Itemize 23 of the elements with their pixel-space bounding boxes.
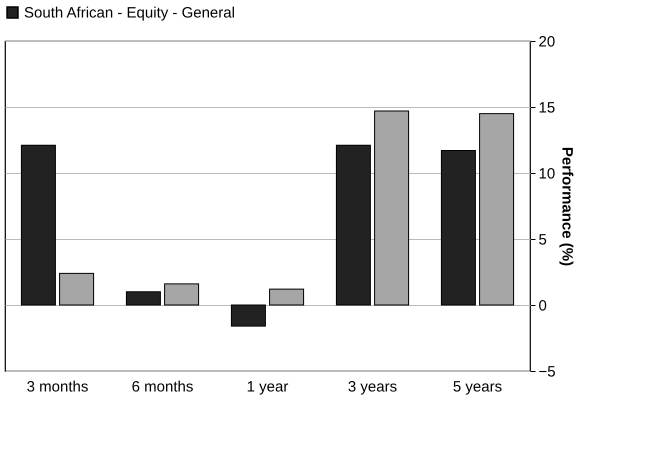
x-tick-label: 3 months — [26, 378, 88, 396]
x-tick-label: 5 years — [452, 378, 502, 396]
x-tick-label: 3 years — [348, 378, 398, 396]
bar — [336, 144, 371, 306]
x-tick-label: 6 months — [132, 378, 194, 396]
bar — [59, 272, 94, 306]
x-tick-label: 1 year — [246, 378, 288, 396]
y-axis-title: Performance (%) — [558, 146, 576, 266]
bar — [230, 304, 266, 327]
bar — [374, 110, 410, 306]
bar — [440, 150, 476, 306]
y-tick-label: 15 — [538, 100, 556, 116]
y-tick-label: 0 — [538, 298, 547, 314]
bar — [479, 113, 514, 306]
y-tick-label: 20 — [538, 34, 556, 50]
bar — [20, 144, 56, 306]
y-tick-label: 5 — [538, 232, 547, 248]
bar — [126, 291, 161, 306]
bar — [164, 283, 200, 306]
bar — [269, 288, 304, 306]
legend-label: South African - Equity - General — [24, 4, 235, 22]
y-tick-label: −5 — [538, 364, 556, 380]
y-tick-label: 10 — [538, 166, 556, 182]
